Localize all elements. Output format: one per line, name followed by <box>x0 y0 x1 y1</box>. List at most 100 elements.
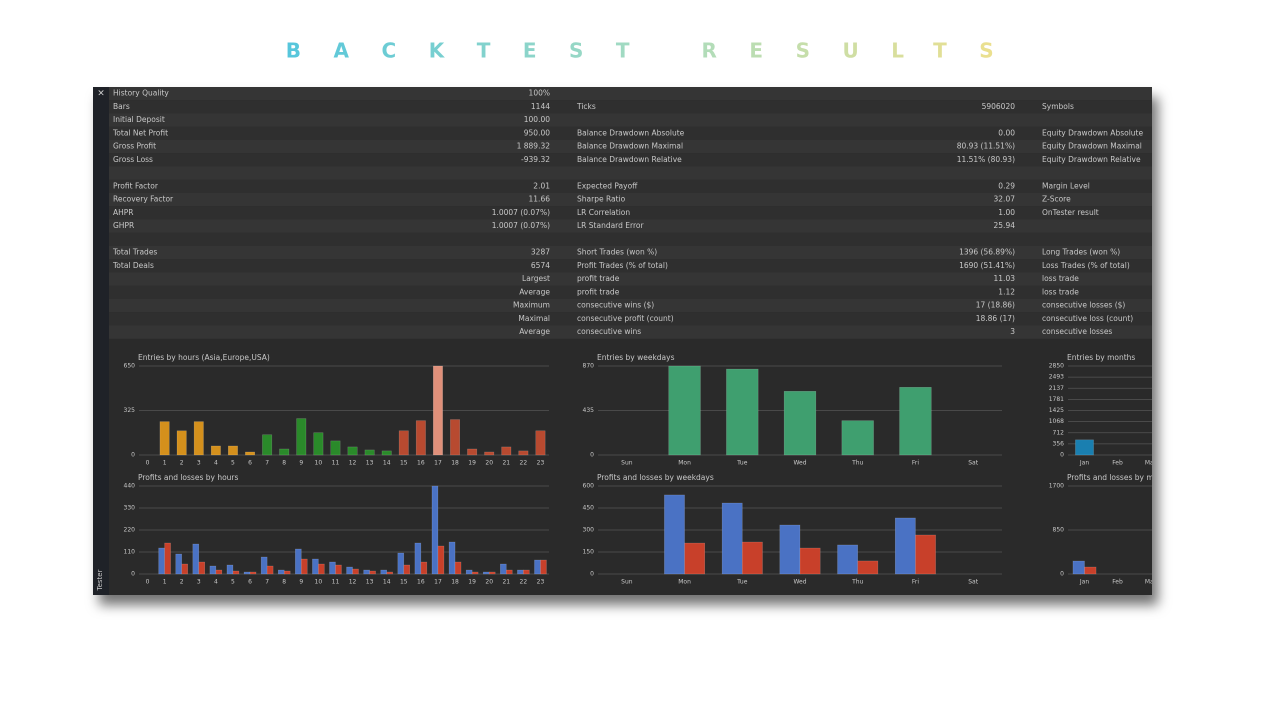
bar <box>540 559 547 575</box>
bar <box>262 434 273 456</box>
x-tick-label: Sun <box>621 579 633 586</box>
x-tick-label: 23 <box>537 460 545 467</box>
bar <box>467 448 478 456</box>
bar <box>301 558 308 575</box>
x-tick-label: Thu <box>851 579 863 586</box>
chart-title: Profits and losses by weekdays <box>597 473 714 482</box>
stat-value: 0.29 <box>998 181 1015 190</box>
x-tick-label: 14 <box>383 460 391 467</box>
stat-label: Profit Factor <box>113 181 159 190</box>
y-tick-label: 0 <box>131 452 135 459</box>
x-tick-label: Wed <box>793 579 806 586</box>
stat-label: GHPR <box>113 221 134 230</box>
x-tick-label: 18 <box>451 460 459 467</box>
y-tick-label: 440 <box>124 483 136 490</box>
x-tick-label: 18 <box>451 579 459 586</box>
x-tick-label: Fri <box>912 579 919 586</box>
x-tick-label: 16 <box>417 579 425 586</box>
stats-row <box>109 272 1152 286</box>
chart-title: Entries by months <box>1067 353 1135 362</box>
x-tick-label: Mon <box>678 579 691 586</box>
bar <box>215 569 223 575</box>
bar <box>518 450 529 456</box>
stat-value: 3 <box>1010 327 1015 336</box>
x-tick-label: 4 <box>214 579 218 586</box>
x-tick-label: 11 <box>332 579 340 586</box>
stat-label: LR Correlation <box>577 208 630 217</box>
x-tick-label: 3 <box>197 460 201 467</box>
stats-row <box>109 259 1152 273</box>
x-tick-label: Sat <box>968 460 978 467</box>
x-tick-label: 5 <box>231 579 235 586</box>
bar <box>346 566 353 575</box>
bar <box>841 420 874 456</box>
stat-value: 1690 (51.41%) <box>959 261 1015 270</box>
stats-row <box>109 325 1152 339</box>
bar <box>330 440 341 456</box>
stats-row <box>109 87 1152 101</box>
stats-row <box>109 153 1152 167</box>
bar <box>260 556 268 575</box>
x-tick-label: 15 <box>400 579 408 586</box>
x-tick-label: 7 <box>265 460 269 467</box>
bar <box>209 565 217 575</box>
stat-label: Balance Drawdown Maximal <box>577 142 683 151</box>
y-tick-label: 110 <box>124 549 136 556</box>
bar <box>397 552 405 575</box>
stat-label: Balance Drawdown Relative <box>577 155 682 164</box>
stat-label: consecutive losses ($) <box>1042 301 1125 310</box>
stat-label: Balance Drawdown Absolute <box>577 128 685 137</box>
stat-label: loss trade <box>1042 287 1079 296</box>
stat-value: 25.94 <box>994 221 1016 230</box>
stats-table: History Quality 100% Bars 1144 Ticks 5906020 S… <box>109 87 1152 339</box>
stats-row <box>109 179 1152 193</box>
stats-row <box>109 206 1152 220</box>
x-tick-label: 1 <box>163 460 167 467</box>
bar <box>313 432 324 456</box>
bar <box>329 561 336 575</box>
bar <box>159 421 170 456</box>
x-tick-label: 16 <box>417 460 425 467</box>
stat-value: 32.07 <box>994 195 1016 204</box>
stat-label: AHPR <box>113 208 134 217</box>
stat-label: Total Net Profit <box>112 128 168 137</box>
stat-value: 11.03 <box>994 274 1016 283</box>
x-tick-label: Feb <box>1112 460 1123 467</box>
x-tick-label: 22 <box>520 579 528 586</box>
close-button[interactable]: × <box>97 89 105 99</box>
stat-label: History Quality <box>113 89 169 98</box>
x-tick-label: 21 <box>502 460 510 467</box>
bar <box>894 517 916 575</box>
stat-value: 1.0007 (0.07%) <box>492 208 550 217</box>
stat-label: consecutive profit (count) <box>577 314 674 323</box>
stat-value: 950.00 <box>524 128 550 137</box>
stat-value: 17 (18.86) <box>976 301 1015 310</box>
x-tick-label: 17 <box>434 460 442 467</box>
bar <box>245 451 255 456</box>
stats-row <box>109 285 1152 299</box>
y-tick-label: 850 <box>1053 527 1065 534</box>
x-tick-label: 7 <box>265 579 269 586</box>
x-tick-label: 13 <box>366 579 374 586</box>
stat-value: 11.66 <box>529 195 551 204</box>
stat-label: Margin Level <box>1042 181 1090 190</box>
stat-value: 1 889.32 <box>517 142 551 151</box>
x-tick-label: 0 <box>146 579 150 586</box>
bar <box>283 570 291 575</box>
bar <box>352 568 359 575</box>
bar <box>415 420 426 456</box>
bar <box>684 542 706 575</box>
y-tick-label: 435 <box>583 407 595 414</box>
tester-tab[interactable]: Tester <box>96 569 104 591</box>
stat-label: Z-Score <box>1042 195 1071 204</box>
x-tick-label: 22 <box>520 460 528 467</box>
stat-value: Average <box>519 287 550 296</box>
bar <box>535 430 546 456</box>
bar <box>364 449 375 456</box>
stat-value: 6574 <box>531 261 550 270</box>
x-tick-label: 6 <box>248 579 252 586</box>
x-tick-label: 23 <box>537 579 545 586</box>
bar <box>742 541 763 575</box>
bar <box>1084 566 1097 575</box>
